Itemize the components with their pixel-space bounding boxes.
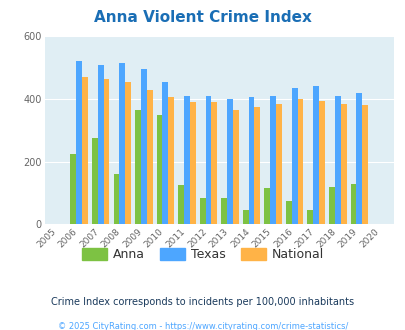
Bar (168, 97, 174, 224)
Bar (135, 110, 141, 224)
Bar (82, 77, 87, 224)
Bar (103, 79, 109, 224)
Bar (242, 210, 248, 224)
Bar (270, 96, 275, 224)
Bar (162, 82, 168, 224)
Bar (156, 115, 162, 224)
Bar (190, 102, 195, 224)
Bar (291, 88, 297, 224)
Bar (183, 96, 190, 224)
Legend: Anna, Texas, National: Anna, Texas, National (77, 243, 328, 266)
Bar (313, 86, 318, 224)
Bar (119, 63, 125, 224)
Bar (334, 96, 340, 224)
Bar (285, 201, 291, 224)
Bar (92, 138, 98, 224)
Bar (178, 185, 183, 224)
Bar (307, 210, 313, 224)
Bar (211, 102, 217, 224)
Bar (146, 90, 152, 224)
Bar (248, 97, 254, 224)
Bar (70, 154, 76, 224)
Bar (356, 93, 361, 224)
Bar (275, 104, 281, 224)
Bar (232, 110, 238, 224)
Bar (350, 183, 356, 224)
Text: Anna Violent Crime Index: Anna Violent Crime Index (94, 10, 311, 25)
Bar (221, 198, 226, 224)
Bar (226, 99, 232, 224)
Bar (76, 61, 82, 224)
Bar (340, 104, 345, 224)
Bar (205, 96, 211, 224)
Text: Crime Index corresponds to incidents per 100,000 inhabitants: Crime Index corresponds to incidents per… (51, 297, 354, 307)
Bar (113, 174, 119, 224)
Bar (141, 69, 146, 224)
Bar (328, 187, 334, 224)
Bar (125, 82, 131, 224)
Bar (264, 188, 270, 224)
Bar (199, 198, 205, 224)
Bar (318, 101, 324, 224)
Bar (98, 65, 103, 224)
Bar (254, 107, 260, 224)
Bar (361, 105, 367, 224)
Bar (297, 99, 303, 224)
Text: © 2025 CityRating.com - https://www.cityrating.com/crime-statistics/: © 2025 CityRating.com - https://www.city… (58, 322, 347, 330)
